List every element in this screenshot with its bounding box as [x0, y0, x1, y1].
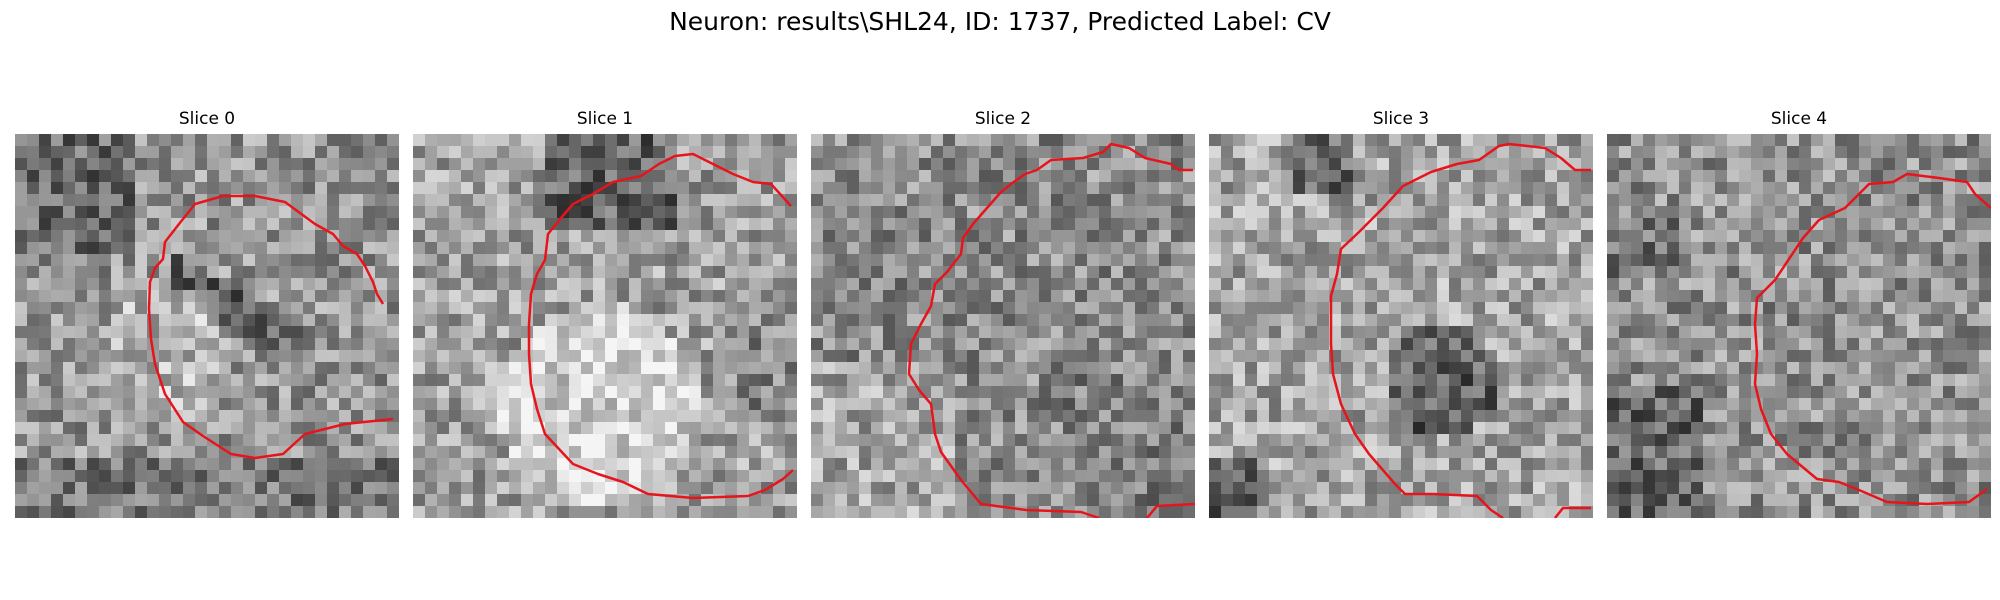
slice-title-3: Slice 3: [1372, 109, 1430, 129]
slice-panel-0: Slice 0: [15, 108, 399, 518]
grayscale-pixels-1: [413, 134, 797, 518]
slice-title-4: Slice 4: [1770, 109, 1828, 129]
cell-contour-2: [907, 142, 1195, 518]
slice-image-2: [811, 134, 1195, 518]
cell-contour-1: [527, 152, 794, 500]
slice-image-4: [1607, 134, 1991, 518]
slice-panel-3: Slice 3: [1209, 108, 1593, 518]
cell-contour-3: [1329, 142, 1591, 518]
slice-image-3: [1209, 134, 1593, 518]
slice-image-0: [15, 134, 399, 518]
slice-panel-4: Slice 4: [1607, 108, 1991, 518]
slice-panel-1: Slice 1: [413, 108, 797, 518]
grayscale-pixels-4: [1607, 134, 1991, 518]
figure-title: Neuron: results\SHL24, ID: 1737, Predict…: [669, 7, 1331, 36]
slice-title-0: Slice 0: [178, 109, 236, 129]
cell-contour-4: [1753, 172, 1991, 506]
grayscale-pixels-2: [811, 134, 1195, 518]
grayscale-pixels-3: [1209, 134, 1593, 518]
slice-title-2: Slice 2: [974, 109, 1032, 129]
grayscale-pixels-0: [15, 134, 399, 518]
slice-image-1: [413, 134, 797, 518]
cell-contour-0: [147, 194, 394, 460]
slice-panel-2: Slice 2: [811, 108, 1195, 518]
slice-title-1: Slice 1: [576, 109, 634, 129]
